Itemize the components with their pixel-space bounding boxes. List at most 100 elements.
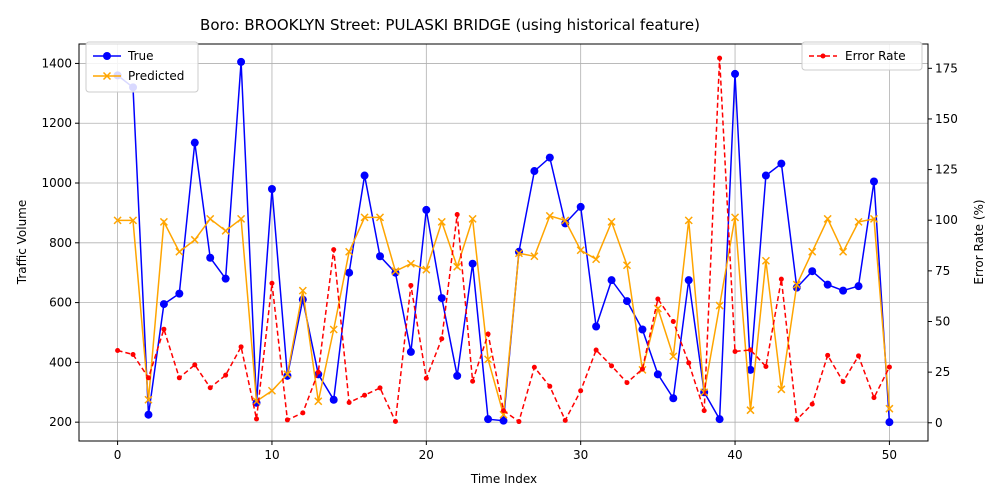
true-point: [190, 138, 199, 147]
true-point: [638, 325, 647, 334]
true-point: [808, 267, 817, 276]
error-rate-point: [701, 408, 707, 414]
predicted-point: [823, 214, 832, 223]
true-point: [159, 300, 168, 309]
predicted-point: [237, 214, 246, 223]
error-rate-point: [485, 331, 491, 337]
predicted-point: [484, 355, 493, 364]
true-point: [376, 252, 385, 261]
error-rate-point: [145, 375, 151, 381]
grid: [79, 44, 928, 441]
true-point: [731, 69, 740, 78]
error-rate-point: [346, 400, 352, 406]
predicted-point: [561, 216, 570, 225]
predicted-point: [885, 404, 894, 413]
predicted-point: [175, 247, 184, 256]
error-rate-point: [362, 392, 368, 398]
predicted-point: [190, 235, 199, 244]
true-point: [267, 184, 276, 193]
predicted-point: [669, 352, 678, 361]
true-point: [823, 280, 832, 289]
error-rate-point: [423, 375, 429, 381]
error-rate-point: [408, 282, 414, 288]
y-tick-label: 400: [49, 355, 72, 369]
true-point: [746, 365, 755, 374]
predicted-point: [298, 286, 307, 295]
predicted-point: [221, 226, 230, 235]
predicted-point: [206, 214, 215, 223]
series-layer: [113, 55, 894, 427]
y2-tick-label: 175: [935, 61, 958, 75]
error-rate-point: [778, 276, 784, 282]
error-rate-point: [269, 280, 275, 286]
error-rate-point: [639, 366, 645, 372]
predicted-point: [113, 216, 122, 225]
error-rate-point: [732, 348, 738, 354]
true-point: [669, 394, 678, 403]
predicted-point: [592, 255, 601, 264]
true-point: [422, 205, 431, 214]
error-rate-point: [501, 408, 506, 414]
error-rate-point: [284, 417, 290, 423]
predicted-point: [808, 247, 817, 256]
true-point: [345, 268, 354, 277]
error-rate-point: [856, 353, 862, 359]
true-point: [453, 371, 462, 380]
predicted-point: [159, 217, 168, 226]
error-rate-point: [331, 247, 337, 253]
error-rate-point: [439, 336, 445, 342]
predicted-point: [437, 217, 446, 226]
error-rate-point: [593, 347, 599, 353]
chart-title: Boro: BROOKLYN Street: PULASKI BRIDGE (u…: [200, 16, 700, 34]
predicted-point: [622, 261, 632, 270]
y2-tick-label: 75: [935, 264, 950, 278]
error-rate-point: [717, 55, 723, 61]
true-point: [869, 177, 878, 186]
predicted-point: [314, 397, 323, 406]
legend-true-marker: [103, 52, 111, 60]
predicted-point: [869, 214, 879, 223]
error-rate-point: [871, 395, 877, 401]
predicted-point: [576, 246, 585, 255]
true-point: [221, 274, 230, 283]
predicted-point: [854, 217, 863, 226]
true-point: [530, 167, 539, 176]
error-rate-point: [825, 352, 831, 358]
y-tick-label: 600: [49, 296, 72, 310]
predicted-point: [545, 211, 554, 220]
predicted-point: [267, 386, 276, 395]
true-point: [653, 370, 662, 379]
error-rate-point: [392, 418, 398, 424]
true-point: [576, 202, 585, 211]
predicted-point: [530, 252, 539, 261]
x-tick-label: 10: [264, 448, 279, 462]
x-tick-label: 40: [727, 448, 742, 462]
predicted-point: [375, 213, 385, 222]
predicted-point: [329, 325, 338, 334]
x-tick-label: 0: [114, 448, 122, 462]
predicted-point: [128, 216, 138, 225]
error-rate-point: [886, 364, 892, 370]
true-point: [684, 276, 693, 285]
error-rate-point: [547, 383, 553, 389]
y-tick-label: 200: [49, 415, 72, 429]
x-tick-label: 30: [573, 448, 588, 462]
true-point: [437, 294, 446, 303]
error-rate-point: [670, 318, 676, 324]
y2-axis-label: Error Rate (%): [972, 199, 986, 284]
true-point: [175, 289, 184, 298]
true-point: [761, 171, 770, 180]
error-rate-point: [161, 326, 167, 332]
true-point: [406, 347, 415, 356]
y2-tick-label: 0: [935, 416, 943, 430]
error-rate-point: [516, 419, 522, 425]
true-point: [468, 259, 477, 268]
error-rate-point: [562, 417, 568, 423]
predicted-point: [360, 213, 369, 222]
y-tick-label: 800: [49, 236, 72, 250]
x-tick-label: 20: [419, 448, 434, 462]
true-point: [592, 322, 601, 331]
x-axis-label: Time Index: [470, 472, 537, 486]
legend-left: True Predicted: [85, 41, 199, 93]
